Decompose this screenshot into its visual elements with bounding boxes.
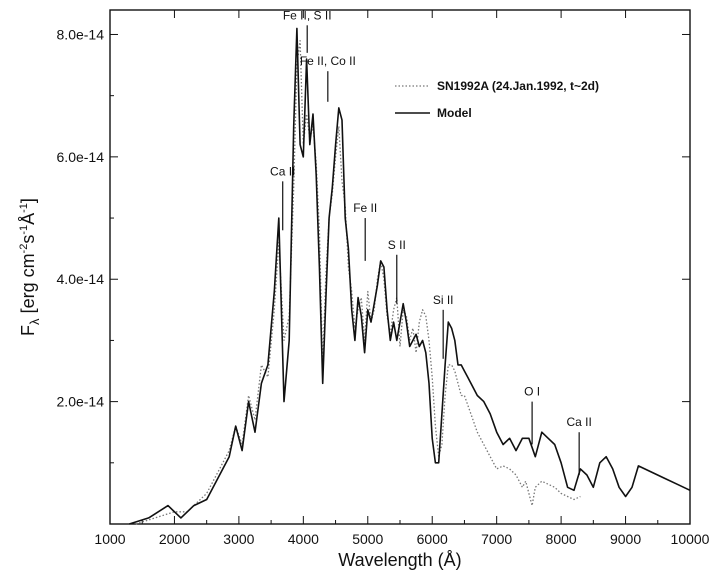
y-tick-label: 2.0e-14 — [57, 394, 105, 410]
x-tick-label: 10000 — [671, 531, 710, 547]
plot-frame — [109, 9, 691, 525]
annotation-label: Ca II — [270, 164, 295, 178]
legend: SN1992A (24.Jan.1992, t~2d) Model — [395, 79, 599, 120]
series-line-observed — [135, 39, 581, 525]
annotation-label: Fe II — [353, 201, 377, 215]
y-axis: 2.0e-14 4.0e-14 6.0e-14 8.0e-14 — [57, 26, 690, 464]
y-tick-label: 6.0e-14 — [57, 149, 105, 165]
annotation-label: Fe II, S II — [283, 8, 332, 22]
annotation-label: S II — [388, 238, 406, 252]
x-tick-label: 5000 — [352, 531, 383, 547]
x-tick-label: 3000 — [223, 531, 254, 547]
x-tick-label: 2000 — [159, 531, 190, 547]
annotation-label: Fe II, Co II — [300, 54, 356, 68]
x-tick-label: 9000 — [610, 531, 641, 547]
x-tick-label: 4000 — [288, 531, 319, 547]
legend-label-observed: SN1992A (24.Jan.1992, t~2d) — [437, 79, 599, 93]
annotation-label: Si II — [433, 293, 454, 307]
plot-area: 1000 2000 3000 4000 5000 6000 7000 8000 9000 1000… — [57, 8, 710, 547]
annotation-label: O I — [524, 385, 540, 399]
y-tick-label: 4.0e-14 — [57, 271, 105, 287]
x-tick-label: 1000 — [94, 531, 125, 547]
x-axis-title: Wavelength (Å) — [338, 550, 461, 570]
annotations: Ca II Fe II, S II Fe II, Co II Fe II S II Si … — [270, 8, 592, 476]
x-tick-label: 8000 — [546, 531, 577, 547]
y-axis-title: Fλ [erg cm-2s-1Å-1] — [18, 198, 42, 336]
series-group — [129, 27, 691, 525]
y-tick-label: 8.0e-14 — [57, 26, 105, 42]
annotation-label: Ca II — [566, 415, 591, 429]
x-tick-label: 6000 — [417, 531, 448, 547]
x-tick-label: 7000 — [481, 531, 512, 547]
legend-label-model: Model — [437, 106, 472, 120]
series-line-model — [129, 27, 691, 525]
x-axis: 1000 2000 3000 4000 5000 6000 7000 8000 9000 1000… — [94, 10, 710, 547]
